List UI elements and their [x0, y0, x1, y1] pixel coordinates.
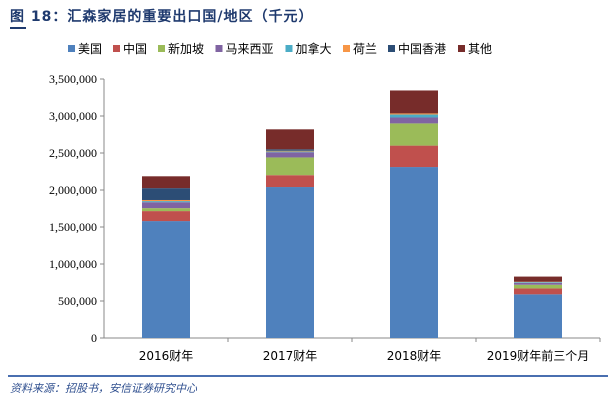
bar-segment [266, 152, 314, 158]
bar-segment [514, 282, 562, 285]
y-tick-label: 3,500,000 [49, 72, 97, 86]
bar-segment [514, 288, 562, 295]
figure-title: 图 18：汇森家居的重要出口国/地区（千元） [10, 9, 314, 25]
legend-label: 加拿大 [296, 41, 332, 56]
bar-segment [266, 157, 314, 176]
bar-segment [390, 117, 438, 124]
bar-segment [142, 221, 190, 338]
legend-label: 马来西亚 [226, 42, 274, 56]
bar-segment [514, 294, 562, 338]
source-divider [8, 375, 608, 377]
bar-segment [266, 149, 314, 151]
legend-label: 新加坡 [168, 41, 204, 56]
legend-label: 荷兰 [353, 42, 377, 56]
bar-segment [390, 145, 438, 168]
legend-label: 其他 [468, 42, 492, 56]
legend-swatch [285, 45, 293, 52]
stacked-bar-chart: 0 500,000 1,000,000 1,500,000 2,000,000 2,500… [49, 41, 601, 363]
bar-segment [142, 208, 190, 212]
bar-segment [390, 113, 438, 115]
legend-label: 中国 [123, 41, 147, 56]
y-tick-label: 2,500,000 [49, 146, 97, 160]
x-tick-label: 2016财年 [139, 349, 194, 363]
y-tick-label: 3,000,000 [49, 109, 97, 123]
legend-swatch [343, 45, 350, 52]
legend-swatch [215, 45, 223, 52]
bar-segment [390, 167, 438, 338]
legend-swatch [388, 45, 395, 52]
bar-segment [390, 114, 438, 118]
bar-segment [142, 202, 190, 209]
bar-segment [266, 151, 314, 153]
bar-segment [514, 282, 562, 283]
bar-segment [142, 188, 190, 200]
bar-segment [142, 201, 190, 203]
bar-segment [514, 284, 562, 289]
bar-segment [514, 276, 562, 282]
bar-segment [142, 199, 190, 202]
legend-label: 中国香港 [398, 41, 446, 56]
y-tick-label: 1,500,000 [49, 220, 97, 234]
bar-segment [142, 211, 190, 222]
y-tick-label: 0 [91, 331, 97, 345]
bar-segment [390, 90, 438, 114]
x-tick-label: 2017财年 [263, 349, 318, 363]
x-tick-label: 2018财年 [387, 349, 442, 363]
source-note: 资料来源：招股书，安信证券研究中心 [10, 382, 197, 395]
bar-segment [266, 129, 314, 150]
bar-segment [142, 176, 190, 189]
y-tick-label: 1,000,000 [49, 257, 97, 271]
legend-swatch [68, 45, 75, 52]
legend-label: 美国 [78, 42, 102, 56]
title-underline [10, 27, 26, 29]
legend-swatch [113, 45, 120, 52]
bar-segment [266, 150, 314, 152]
legend-swatch [458, 45, 465, 52]
bar-segment [266, 187, 314, 338]
y-tick-label: 500,000 [58, 294, 97, 308]
legend-swatch [158, 45, 165, 52]
y-tick-label: 2,000,000 [49, 183, 97, 197]
bar-segment [266, 175, 314, 188]
bar-segment [390, 123, 438, 146]
x-tick-label: 2019财年前三个月 [487, 348, 590, 363]
